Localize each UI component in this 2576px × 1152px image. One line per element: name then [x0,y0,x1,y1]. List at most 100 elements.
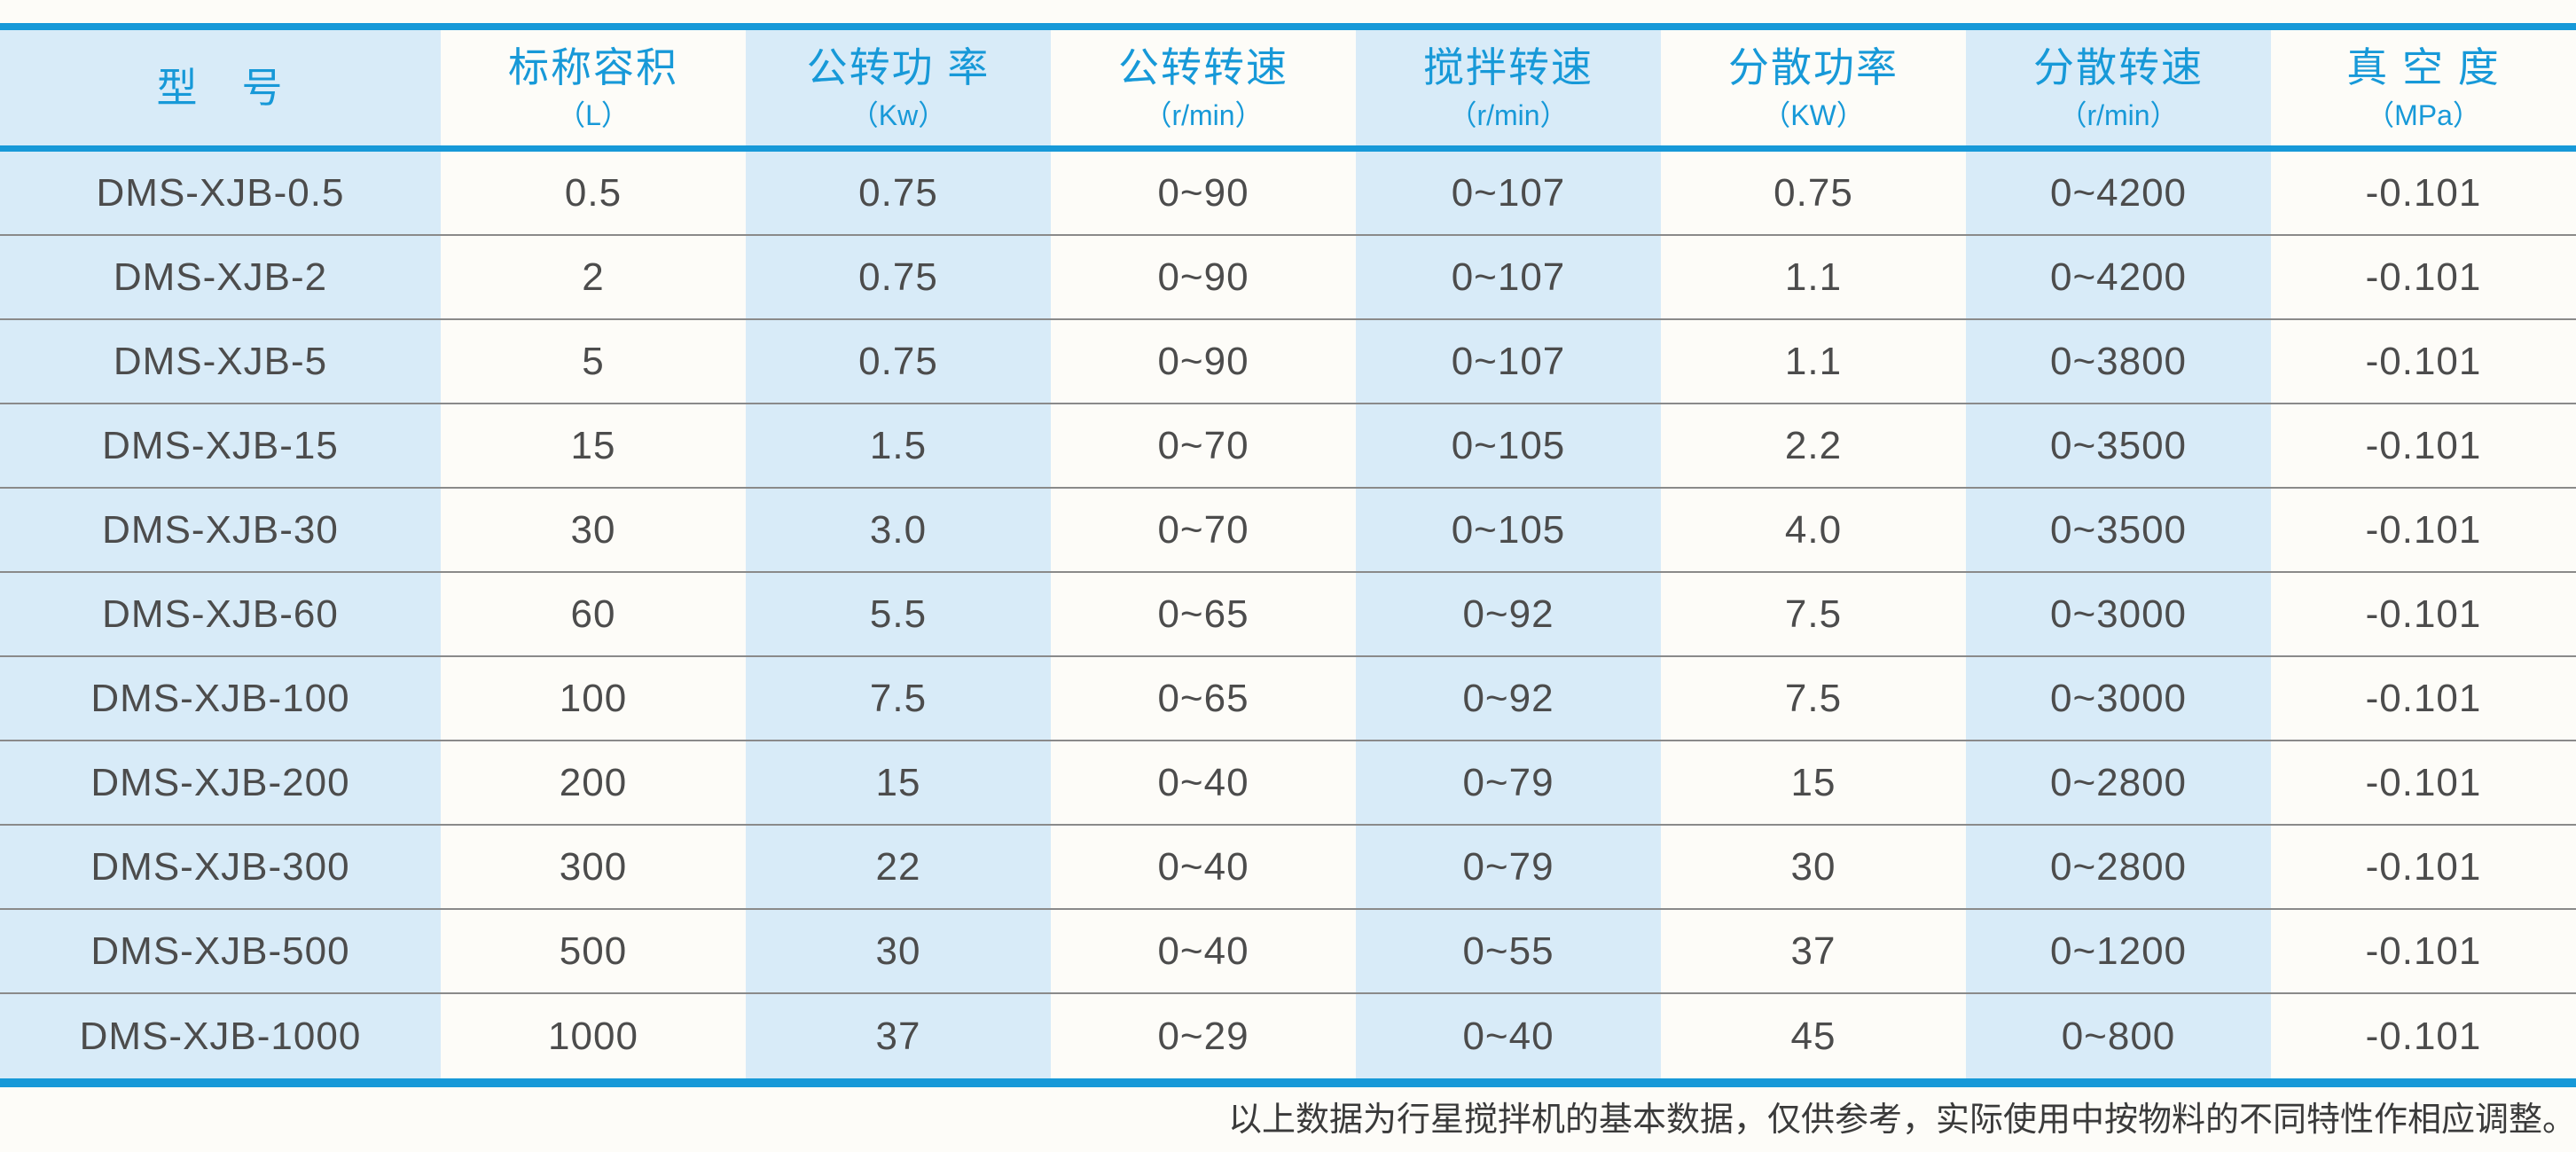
value-cell: 0~1200 [1966,910,2271,992]
value-cell: 200 [559,760,628,804]
value-cell: 0~40 [1356,994,1661,1078]
value-cell: 0~90 [1157,255,1249,299]
table-row: DMS-XJB-5 5 0.75 0~90 0~107 1.1 0~3800 -0.101 [0,320,2576,404]
header-cell: 搅拌转速 （r/min） [1356,30,1661,145]
column-unit: （L） [557,98,630,131]
value-cell: 45 [1790,1014,1836,1058]
model-cell: DMS-XJB-0.5 [0,152,441,234]
value-cell: 0~29 [1157,1014,1249,1058]
value-cell: 7.5 [1784,676,1843,720]
value-cell: 4.0 [1784,507,1843,552]
value-cell: 0~2800 [1966,826,2271,908]
value-cell: -0.101 [2365,339,2482,383]
header-cell: 标称容积 （L） [441,30,746,145]
table-row: DMS-XJB-500 500 30 0~40 0~55 37 0~1200 -0.101 [0,910,2576,994]
header-cell: 公转功 率 （Kw） [746,30,1051,145]
header-cell: 分散功率 （KW） [1661,30,1966,145]
value-cell: 5.5 [746,573,1051,655]
column-title: 型 号 [156,64,285,111]
value-cell: 0~107 [1356,320,1661,403]
value-cell: 30 [570,507,616,552]
value-cell: 2 [582,255,605,299]
table-row: DMS-XJB-2 2 0.75 0~90 0~107 1.1 0~4200 -0.101 [0,236,2576,320]
model-cell: DMS-XJB-100 [0,657,441,740]
value-cell: -0.101 [2365,760,2482,804]
value-cell: 7.5 [1784,592,1843,636]
value-cell: 2.2 [1784,423,1843,467]
value-cell: 37 [746,994,1051,1078]
value-cell: -0.101 [2365,255,2482,299]
value-cell: 15 [746,741,1051,824]
value-cell: 1.1 [1784,339,1843,383]
table-row: DMS-XJB-30 30 3.0 0~70 0~105 4.0 0~3500 -0.101 [0,489,2576,573]
column-title: 真 空 度 [2346,43,2501,90]
value-cell: 0~2800 [1966,741,2271,824]
header-cell: 型 号 [0,30,441,145]
value-cell: 7.5 [746,657,1051,740]
value-cell: -0.101 [2365,507,2482,552]
model-cell: DMS-XJB-500 [0,910,441,992]
value-cell: 22 [746,826,1051,908]
value-cell: -0.101 [2365,1014,2482,1058]
column-unit: （r/min） [2058,98,2179,131]
value-cell: -0.101 [2365,592,2482,636]
model-cell: DMS-XJB-30 [0,489,441,571]
value-cell: 0~79 [1356,741,1661,824]
value-cell: 0.75 [1773,170,1853,215]
column-unit: （r/min） [1143,98,1264,131]
table-row: DMS-XJB-1000 1000 37 0~29 0~40 45 0~800 -0.101 [0,994,2576,1078]
value-cell: 5 [582,339,605,383]
value-cell: 0~4200 [1966,236,2271,318]
footnote-text: 以上数据为行星搅拌机的基本数据，仅供参考，实际使用中按物料的不同特性作相应调整。 [1227,1100,2576,1139]
value-cell: 30 [1790,844,1836,889]
value-cell: 0~3500 [1966,489,2271,571]
value-cell: 0.5 [564,170,622,215]
column-title: 标称容积 [508,43,678,90]
column-unit: （r/min） [1448,98,1569,131]
value-cell: 0~70 [1157,423,1249,467]
value-cell: 0~800 [1966,994,2271,1078]
value-cell: 0~3800 [1966,320,2271,403]
value-cell: 0~65 [1157,592,1249,636]
value-cell: -0.101 [2365,170,2482,215]
model-cell: DMS-XJB-60 [0,573,441,655]
value-cell: 3.0 [746,489,1051,571]
value-cell: 0~55 [1356,910,1661,992]
value-cell: 0~3500 [1966,404,2271,487]
model-cell: DMS-XJB-1000 [0,994,441,1078]
header-cell: 分散转速 （r/min） [1966,30,2271,145]
column-title: 搅拌转速 [1423,43,1593,90]
value-cell: 1.1 [1784,255,1843,299]
value-cell: 0~4200 [1966,152,2271,234]
column-title: 分散转速 [2033,43,2204,90]
column-unit: （MPa） [2366,98,2481,131]
value-cell: 60 [570,592,616,636]
value-cell: -0.101 [2365,929,2482,973]
value-cell: 15 [1790,760,1836,804]
column-title: 分散功率 [1728,43,1899,90]
value-cell: 0~40 [1157,760,1249,804]
value-cell: 0~107 [1356,236,1661,318]
value-cell: 300 [559,844,628,889]
value-cell: 37 [1790,929,1836,973]
spec-table: 型 号 标称容积 （L） 公转功 率 （Kw） 公转转速 （r/min） 搅拌转速 （r/min… [0,23,2576,1087]
value-cell: 1.5 [746,404,1051,487]
value-cell: 1000 [548,1014,638,1058]
value-cell: 0~90 [1157,339,1249,383]
value-cell: 0~92 [1356,657,1661,740]
table-header-row: 型 号 标称容积 （L） 公转功 率 （Kw） 公转转速 （r/min） 搅拌转速 （r/min… [0,30,2576,152]
model-cell: DMS-XJB-15 [0,404,441,487]
table-row: DMS-XJB-100 100 7.5 0~65 0~92 7.5 0~3000 -0.101 [0,657,2576,741]
value-cell: 0~79 [1356,826,1661,908]
header-cell: 公转转速 （r/min） [1051,30,1356,145]
value-cell: 0~65 [1157,676,1249,720]
value-cell: 0~3000 [1966,657,2271,740]
value-cell: 0~105 [1356,489,1661,571]
column-unit: （KW） [1762,98,1865,131]
header-cell: 真 空 度 （MPa） [2271,30,2576,145]
value-cell: 0.75 [746,320,1051,403]
value-cell: 0~105 [1356,404,1661,487]
value-cell: 15 [570,423,616,467]
value-cell: -0.101 [2365,423,2482,467]
value-cell: 0~92 [1356,573,1661,655]
